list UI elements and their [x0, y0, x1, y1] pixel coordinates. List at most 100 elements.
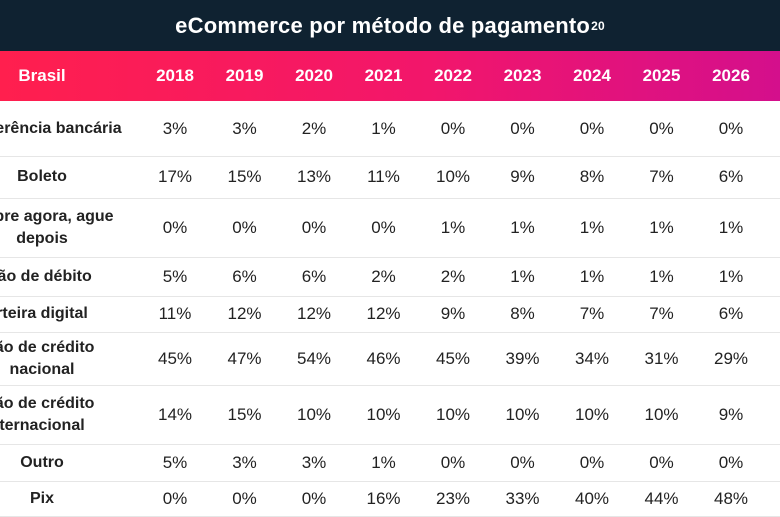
- table-cell: 11%: [351, 156, 417, 198]
- table-cell: 7%: [559, 296, 625, 332]
- row-label: tão de crédito ternacional: [0, 385, 122, 444]
- header-year-2: 2019: [212, 51, 278, 101]
- table-cell: 3%: [212, 444, 278, 481]
- table-cell: 12%: [351, 296, 417, 332]
- table-cell: 1%: [698, 257, 764, 296]
- table-cell: 45%: [420, 332, 486, 385]
- table-cell: 6%: [281, 257, 347, 296]
- table-cell: 0%: [490, 101, 556, 156]
- header-year-1: 2018: [142, 51, 208, 101]
- table-cell: 46%: [351, 332, 417, 385]
- table-cell: 13%: [281, 156, 347, 198]
- table-cell: 16%: [351, 481, 417, 516]
- table-cell: 0%: [142, 481, 208, 516]
- table-cell: 5%: [142, 444, 208, 481]
- table-cell: 48%: [698, 481, 764, 516]
- row-label: Boleto: [0, 156, 122, 198]
- table-cell: 29%: [698, 332, 764, 385]
- table-cell: 2%: [281, 101, 347, 156]
- table-title-text: eCommerce por método de pagamento: [175, 13, 590, 39]
- table-cell: 0%: [698, 444, 764, 481]
- table-cell: 0%: [281, 198, 347, 257]
- table-cell: 15%: [212, 156, 278, 198]
- table-cell: 8%: [490, 296, 556, 332]
- table-cell: 10%: [281, 385, 347, 444]
- table-cell: 1%: [559, 257, 625, 296]
- table-cell: 7%: [629, 156, 695, 198]
- table-cell: 0%: [351, 198, 417, 257]
- header-year-3: 2020: [281, 51, 347, 101]
- row-label: ansferência bancária: [0, 101, 122, 156]
- header-year-4: 2021: [351, 51, 417, 101]
- table-cell: 1%: [420, 198, 486, 257]
- table-cell: 12%: [281, 296, 347, 332]
- table-cell: 1%: [490, 257, 556, 296]
- table-cell: 0%: [420, 101, 486, 156]
- header-year-8: 2025: [629, 51, 695, 101]
- table-cell: 10%: [420, 156, 486, 198]
- table-cell: 6%: [698, 156, 764, 198]
- header-year-6: 2023: [490, 51, 556, 101]
- table-cell: 0%: [281, 481, 347, 516]
- table-cell: 0%: [559, 444, 625, 481]
- table-cell: 0%: [212, 198, 278, 257]
- table-cell: 6%: [212, 257, 278, 296]
- table-cell: 11%: [142, 296, 208, 332]
- table-cell: 34%: [559, 332, 625, 385]
- table-cell: 14%: [142, 385, 208, 444]
- row-label: tão de débito: [0, 257, 122, 296]
- table-cell: 17%: [142, 156, 208, 198]
- row-label: tão de crédito nacional: [0, 332, 122, 385]
- table-cell: 9%: [490, 156, 556, 198]
- table-cell: 39%: [490, 332, 556, 385]
- row-label: Pix: [0, 481, 122, 516]
- table-cell: 3%: [281, 444, 347, 481]
- table-cell: 0%: [629, 444, 695, 481]
- row-label: Outro: [0, 444, 122, 481]
- table-cell: 1%: [490, 198, 556, 257]
- table-cell: 0%: [490, 444, 556, 481]
- table-cell: 1%: [629, 198, 695, 257]
- table-cell: 0%: [142, 198, 208, 257]
- table-cell: 45%: [142, 332, 208, 385]
- row-label: ompre agora, ague depois: [0, 198, 122, 257]
- table-cell: 0%: [559, 101, 625, 156]
- table-cell: 9%: [698, 385, 764, 444]
- table-cell: 3%: [212, 101, 278, 156]
- table-cell: 12%: [212, 296, 278, 332]
- table-cell: 10%: [629, 385, 695, 444]
- footnote-marker: 20: [591, 19, 605, 33]
- table-cell: 15%: [212, 385, 278, 444]
- table-cell: 47%: [212, 332, 278, 385]
- table-cell: 1%: [351, 101, 417, 156]
- table-cell: 10%: [351, 385, 417, 444]
- header-year-5: 2022: [420, 51, 486, 101]
- table-cell: 0%: [629, 101, 695, 156]
- table-cell: 31%: [629, 332, 695, 385]
- table-cell: 44%: [629, 481, 695, 516]
- table-cell: 2%: [351, 257, 417, 296]
- table-cell: 10%: [559, 385, 625, 444]
- table-cell: 40%: [559, 481, 625, 516]
- table-cell: 7%: [629, 296, 695, 332]
- table-cell: 0%: [698, 101, 764, 156]
- table-cell: 3%: [142, 101, 208, 156]
- table-cell: 0%: [212, 481, 278, 516]
- table-cell: 10%: [420, 385, 486, 444]
- header-year-9: 2026: [698, 51, 764, 101]
- table-cell: 2%: [420, 257, 486, 296]
- table-cell: 10%: [490, 385, 556, 444]
- header-label-brasil: Brasil: [0, 51, 92, 101]
- table-cell: 0%: [420, 444, 486, 481]
- table-cell: 23%: [420, 481, 486, 516]
